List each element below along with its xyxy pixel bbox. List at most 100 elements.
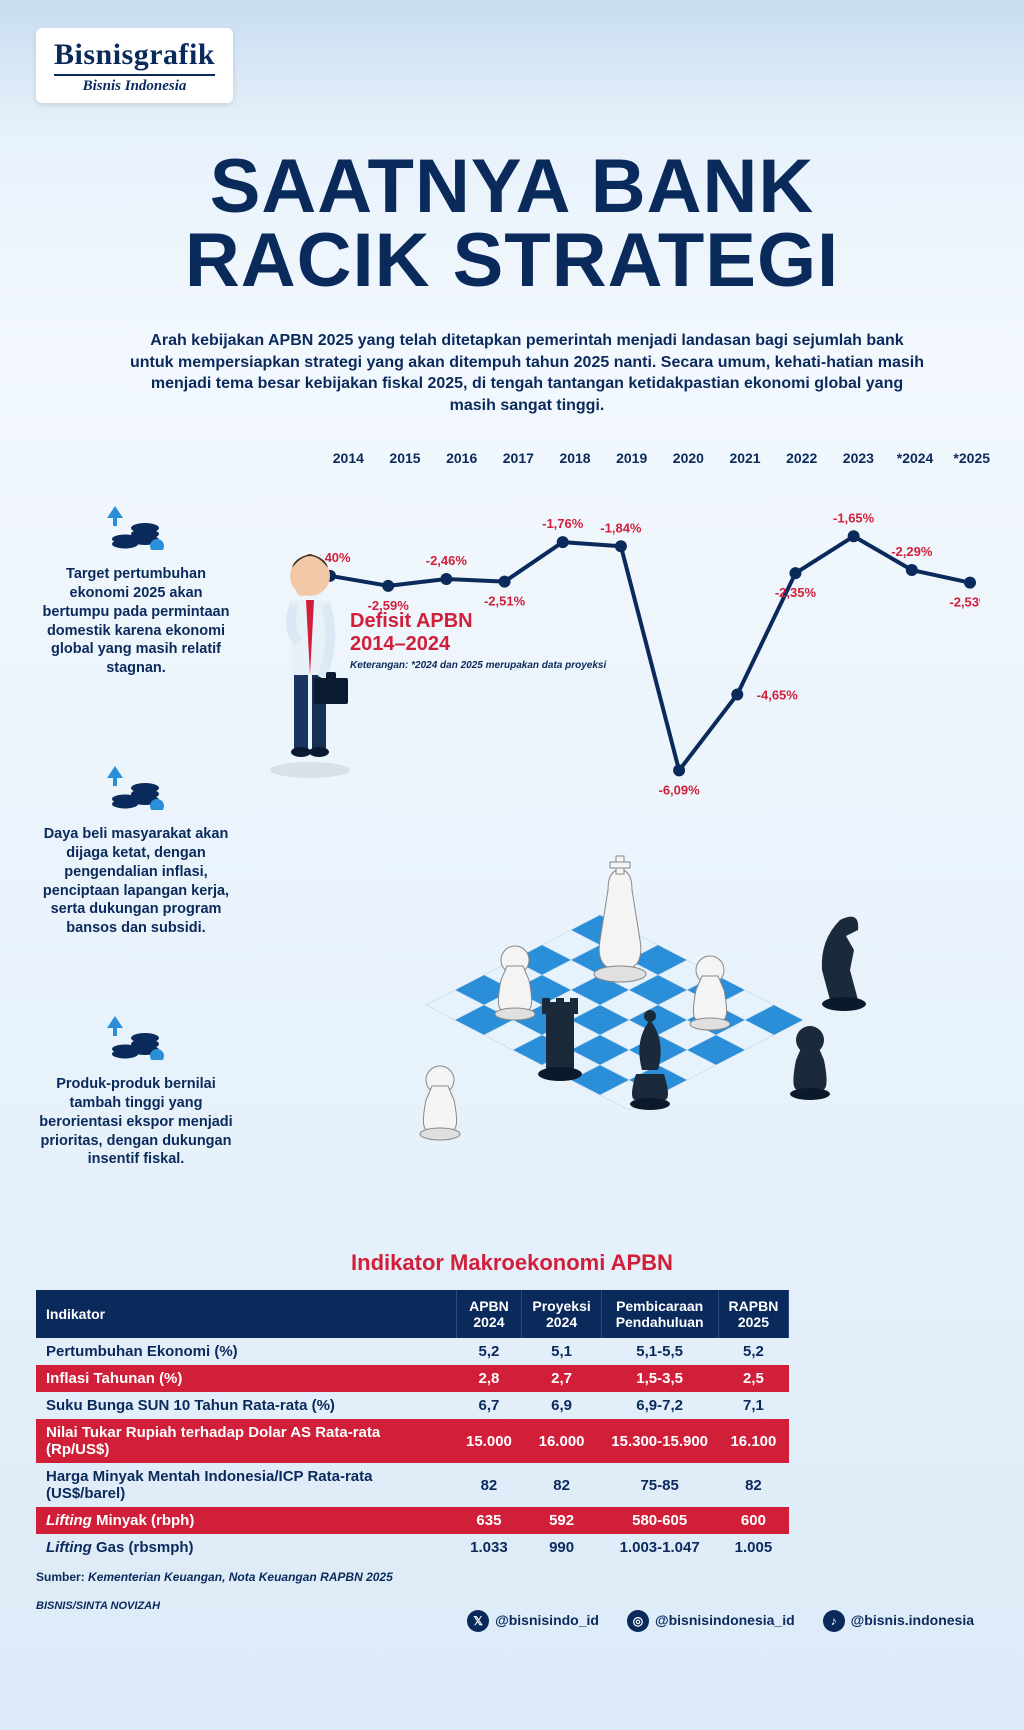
coins-arrow-icon [36,760,236,815]
table-row: Harga Minyak Mentah Indonesia/ICP Rata-r… [36,1463,789,1507]
intro-paragraph: Arah kebijakan APBN 2025 yang telah dite… [130,330,924,416]
table-cell: 580-605 [601,1507,718,1534]
table-row: Lifting Gas (rbsmph)1.0339901.003-1.0471… [36,1534,789,1561]
table-cell: 5,1 [522,1338,601,1365]
table-cell: Nilai Tukar Rupiah terhadap Dolar AS Rat… [36,1419,456,1463]
table-cell: 15.000 [456,1419,522,1463]
table-cell: 82 [718,1463,789,1507]
svg-text:-2,51%: -2,51% [484,594,526,609]
table-cell: Lifting Gas (rbsmph) [36,1534,456,1561]
table-cell: 82 [522,1463,601,1507]
svg-text:-1,84%: -1,84% [600,520,642,535]
year-label: 2015 [377,450,434,466]
svg-text:-1,65%: -1,65% [833,510,875,525]
chessboard-illustration [280,810,1000,1220]
logo-main: Bisnisgrafik [54,38,215,72]
year-label: 2017 [490,450,547,466]
table-cell: 1.003-1.047 [601,1534,718,1561]
table-cell: 635 [456,1507,522,1534]
chart-year-axis: 2014201520162017201820192020202120222023… [320,450,1000,466]
headline: SAATNYA BANK RACIK STRATEGI [0,150,1024,299]
table-row: Nilai Tukar Rupiah terhadap Dolar AS Rat… [36,1419,789,1463]
table-col-header: RAPBN2025 [718,1290,789,1338]
table-cell: 16.100 [718,1419,789,1463]
table-col-header: Indikator [36,1290,456,1338]
social-item: 𝕏 @bisnisindo_id [467,1610,599,1632]
year-label: 2022 [773,450,830,466]
table-cell: 6,9-7,2 [601,1392,718,1419]
svg-text:-4,65%: -4,65% [757,687,799,702]
year-label: 2016 [433,450,490,466]
headline-line2: RACIK STRATEGI [185,218,839,303]
year-label: 2023 [830,450,887,466]
year-label: *2025 [943,450,1000,466]
social-handle: @bisnisindo_id [495,1612,599,1628]
year-label: 2019 [603,450,660,466]
social-item: ◎ @bisnisindonesia_id [627,1610,795,1632]
svg-text:-2,46%: -2,46% [426,553,468,568]
deficit-chart: 2014201520162017201820192020202120222023… [260,450,1000,830]
table-cell: 2,8 [456,1365,522,1392]
table-cell: 15.300-15.900 [601,1419,718,1463]
year-label: 2021 [717,450,774,466]
table-col-header: PembicaraanPendahuluan [601,1290,718,1338]
table-cell: 2,7 [522,1365,601,1392]
coins-arrow-icon [36,1010,236,1065]
coins-arrow-icon [36,500,236,555]
bullet-1: Target pertumbuhan ekonomi 2025 akan ber… [36,500,236,678]
social-handles: 𝕏 @bisnisindo_id ◎ @bisnisindonesia_id ♪@bis… [467,1610,974,1632]
bullet-3-text: Produk-produk bernilai tambah tinggi yan… [36,1075,236,1169]
table-cell: Lifting Minyak (rbph) [36,1507,456,1534]
year-label: 2018 [547,450,604,466]
table-cell: 2,5 [718,1365,789,1392]
table-title: Indikator Makroekonomi APBN [0,1250,1024,1276]
table-cell: 5,2 [456,1338,522,1365]
svg-text:-2,53%: -2,53% [949,595,980,610]
table-row: Inflasi Tahunan (%)2,82,71,5-3,52,5 [36,1365,789,1392]
table-cell: 592 [522,1507,601,1534]
table-cell: 75-85 [601,1463,718,1507]
businessman-illustration [250,520,370,780]
bullet-1-text: Target pertumbuhan ekonomi 2025 akan ber… [36,565,236,678]
table-cell: Inflasi Tahunan (%) [36,1365,456,1392]
table-cell: Pertumbuhan Ekonomi (%) [36,1338,456,1365]
bullet-2: Daya beli masyarakat akan dijaga ketat, … [36,760,236,938]
table-cell: 600 [718,1507,789,1534]
table-row: Pertumbuhan Ekonomi (%)5,25,15,1-5,55,2 [36,1338,789,1365]
social-item: ♪@bisnis.indonesia [823,1610,974,1632]
credit-line: BISNIS/SINTA NOVIZAH [36,1600,160,1612]
svg-text:-1,76%: -1,76% [542,516,584,531]
macro-indicator-table: IndikatorAPBN2024Proyeksi2024Pembicaraan… [36,1290,789,1561]
instagram-icon: ◎ [627,1610,649,1632]
bullet-3: Produk-produk bernilai tambah tinggi yan… [36,1010,236,1169]
logo-sub: Bisnis Indonesia [54,74,215,95]
table-cell: 5,1-5,5 [601,1338,718,1365]
table-cell: 1.005 [718,1534,789,1561]
table-cell: Suku Bunga SUN 10 Tahun Rata-rata (%) [36,1392,456,1419]
table-cell: 1,5-3,5 [601,1365,718,1392]
bullet-2-text: Daya beli masyarakat akan dijaga ketat, … [36,825,236,938]
svg-text:-2,29%: -2,29% [891,544,933,559]
source-line: Sumber: Kementerian Keuangan, Nota Keuan… [36,1570,393,1584]
table-row: Suku Bunga SUN 10 Tahun Rata-rata (%)6,7… [36,1392,789,1419]
table-cell: 16.000 [522,1419,601,1463]
table-cell: 82 [456,1463,522,1507]
table-cell: 990 [522,1534,601,1561]
year-label: 2014 [320,450,377,466]
svg-text:-6,09%: -6,09% [658,782,700,797]
social-handle: @bisnisindonesia_id [655,1612,795,1628]
chart-note: Keterangan: *2024 dan 2025 merupakan dat… [350,660,606,671]
table-row: Lifting Minyak (rbph)635592580-605600 [36,1507,789,1534]
table-cell: Harga Minyak Mentah Indonesia/ICP Rata-r… [36,1463,456,1507]
year-label: 2020 [660,450,717,466]
brand-logo: Bisnisgrafik Bisnis Indonesia [36,28,233,103]
table-col-header: APBN2024 [456,1290,522,1338]
svg-text:-2,35%: -2,35% [775,585,817,600]
x-icon: 𝕏 [467,1610,489,1632]
tiktok-icon: ♪ [823,1610,845,1632]
year-label: *2024 [887,450,944,466]
table-cell: 1.033 [456,1534,522,1561]
table-cell: 5,2 [718,1338,789,1365]
headline-line1: SAATNYA BANK [210,144,815,229]
table-col-header: Proyeksi2024 [522,1290,601,1338]
